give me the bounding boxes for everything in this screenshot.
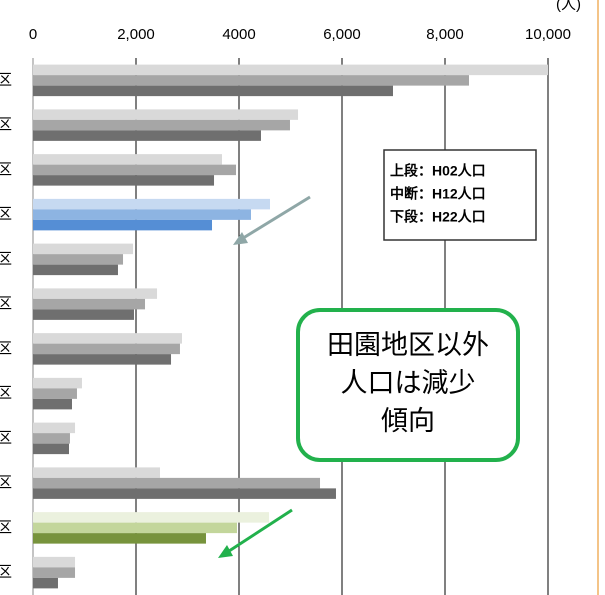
y-tick-label: 区 (0, 116, 12, 133)
x-tick-label: 0 (29, 26, 37, 43)
bar (33, 164, 237, 176)
bar (33, 333, 182, 344)
annotation: 人口は減少 (341, 368, 476, 398)
y-tick-label: 区 (0, 385, 12, 402)
bar (33, 264, 118, 276)
arrow (239, 195, 311, 242)
legend-box (383, 149, 537, 241)
bar (33, 467, 160, 478)
bar (33, 209, 251, 220)
bar (33, 298, 146, 310)
annotation-box (296, 308, 520, 462)
bar (33, 219, 213, 231)
bar (33, 522, 237, 534)
bar (33, 488, 336, 499)
x-tick-label: 10,000 (525, 26, 571, 43)
y-tick-label: 区 (0, 250, 12, 267)
bar (33, 477, 321, 489)
bar (33, 398, 72, 410)
y-tick-label: 区 (0, 564, 12, 581)
bar (33, 254, 124, 265)
y-tick-label: 区 (0, 161, 12, 178)
bar (33, 422, 76, 434)
bar (33, 85, 393, 97)
legend-label: 上段：H02人口 (390, 163, 486, 179)
bar (33, 577, 58, 589)
bar (33, 343, 180, 355)
bar (33, 309, 134, 320)
bar (33, 377, 82, 389)
annotation: 傾向 (381, 406, 435, 436)
y-tick-label: 区 (0, 519, 12, 536)
bar (33, 533, 206, 544)
bar (33, 388, 77, 399)
unit-label: (人) (556, 0, 581, 13)
bar (33, 512, 270, 523)
arrow (225, 508, 293, 555)
bar (33, 175, 215, 186)
y-tick-label: 区 (0, 474, 12, 491)
x-tick-label: 8,000 (426, 26, 464, 43)
arrow-head (218, 545, 233, 558)
bar (33, 288, 158, 299)
bar (33, 243, 134, 255)
bar (33, 154, 223, 165)
bar (33, 567, 76, 578)
bar (33, 75, 469, 86)
bar (33, 64, 548, 76)
bar (33, 119, 290, 131)
bar (33, 433, 70, 444)
x-tick-label: 4000 (222, 26, 255, 43)
legend-label: 下段：H22人口 (390, 209, 486, 225)
legend-label: 中断：H12人口 (390, 186, 486, 202)
bar (33, 109, 299, 120)
y-tick-label: 区 (0, 295, 12, 312)
arrow-head (233, 232, 248, 245)
y-tick-label: 区 (0, 206, 12, 223)
bar (33, 198, 271, 210)
bar (33, 354, 172, 365)
bar (33, 443, 69, 455)
y-tick-label: 区 (0, 71, 12, 88)
annotation: 田園地区以外 (327, 330, 489, 360)
y-tick-label: 区 (0, 429, 12, 446)
bar (33, 130, 261, 141)
x-tick-label: 6,000 (323, 26, 361, 43)
bar (33, 556, 76, 568)
x-tick-label: 2,000 (117, 26, 155, 43)
y-tick-label: 区 (0, 340, 12, 357)
